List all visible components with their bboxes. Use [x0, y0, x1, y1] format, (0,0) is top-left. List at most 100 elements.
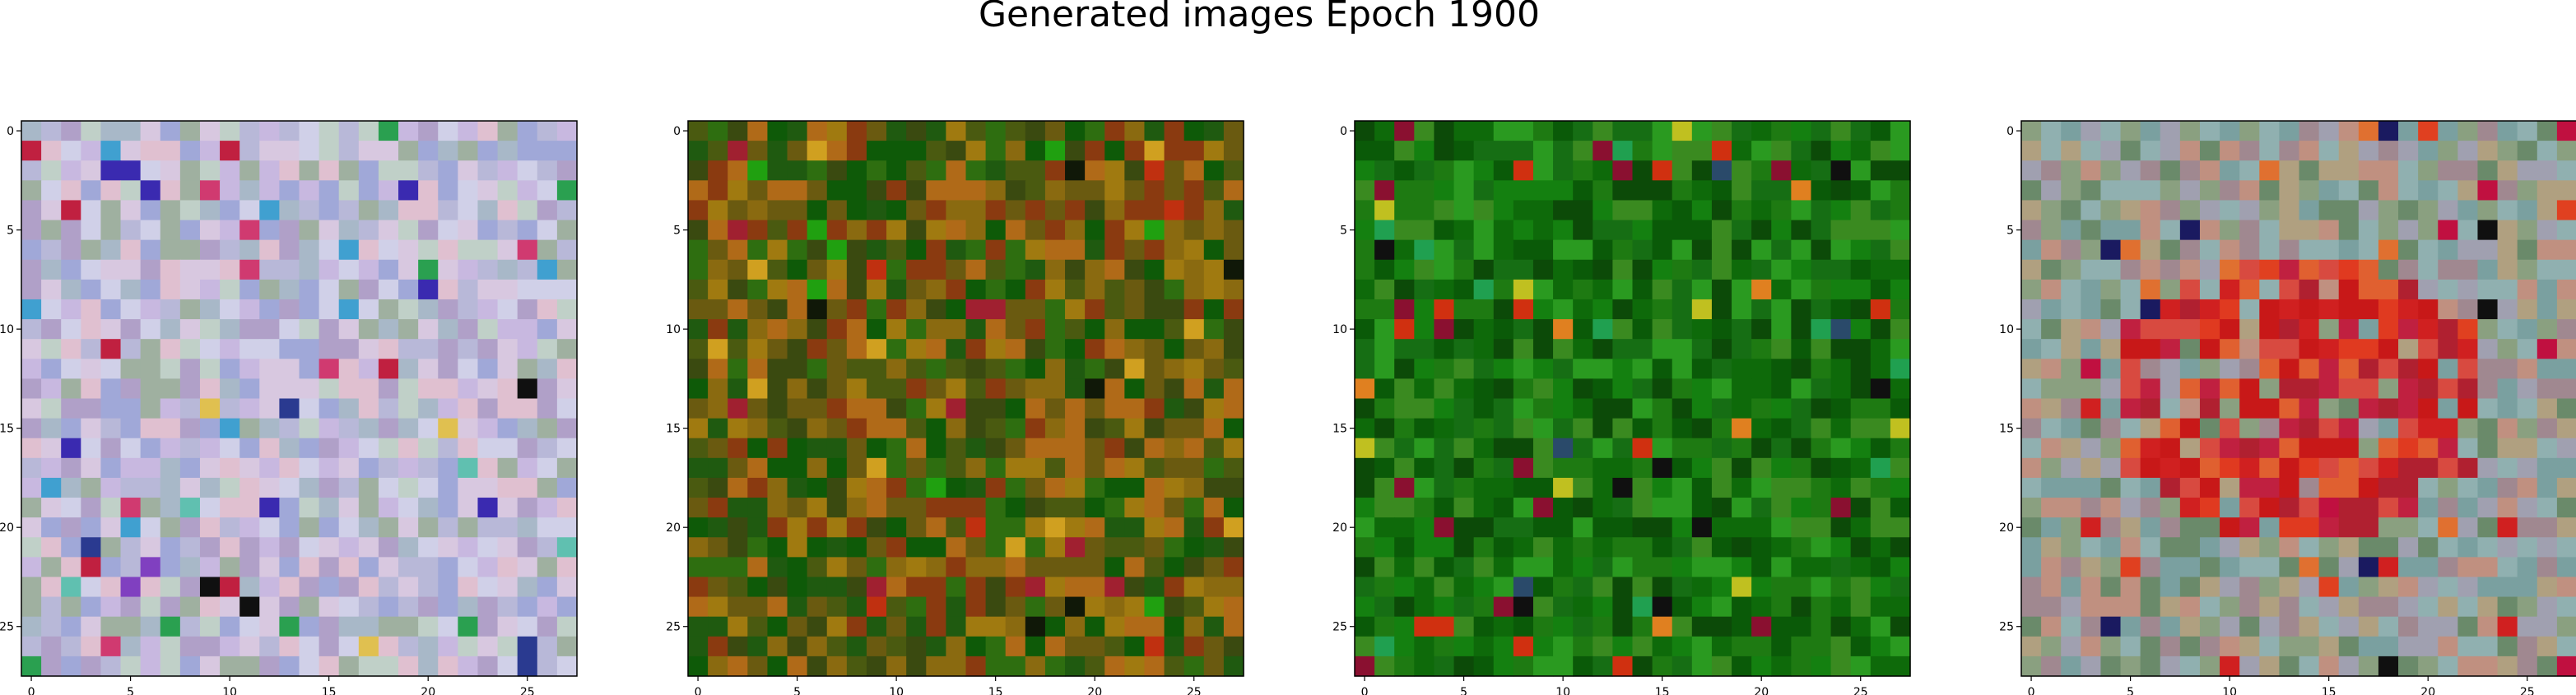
pixel-cell [458, 636, 479, 657]
pixel-cell [2120, 596, 2141, 618]
pixel-cell [537, 141, 558, 161]
pixel-cell [1355, 180, 1375, 202]
pixel-cell [886, 477, 907, 498]
pixel-cell [1223, 299, 1244, 320]
pixel-cell [2358, 299, 2379, 320]
pixel-cell [747, 398, 769, 419]
pixel-cell [556, 577, 578, 598]
pixel-cell [2061, 438, 2081, 459]
pixel-cell [517, 517, 538, 538]
pixel-cell [1473, 557, 1495, 578]
pixel-cell [1771, 477, 1792, 498]
pixel-cell [1144, 656, 1165, 677]
pixel-cell [2497, 180, 2518, 202]
axes-frame [1354, 120, 1911, 677]
pixel-cell [1553, 438, 1574, 459]
pixel-cell [2259, 616, 2280, 637]
pixel-cell [2239, 339, 2260, 359]
pixel-cell [2338, 636, 2360, 657]
pixel-cell [497, 239, 518, 261]
pixel-cell [556, 537, 578, 558]
pixel-cell [787, 596, 808, 618]
pixel-cell [220, 557, 240, 578]
pixel-cell [160, 141, 181, 161]
pixel-cell [220, 160, 240, 181]
pixel-cell [418, 160, 439, 181]
pixel-cell [517, 457, 538, 479]
pixel-cell [556, 141, 578, 161]
pixel-cell [21, 141, 42, 161]
pixel-cell [2199, 398, 2220, 419]
pixel-cell [886, 259, 907, 280]
pixel-cell [688, 239, 709, 261]
pixel-cell [1374, 121, 1395, 141]
pixel-cell [708, 160, 728, 181]
pixel-cell [21, 319, 42, 340]
pixel-cell [1434, 319, 1455, 340]
pixel-cell [1732, 319, 1752, 340]
pixel-cell [61, 537, 81, 558]
pixel-cell [1104, 537, 1125, 558]
pixel-cell [120, 259, 142, 280]
pixel-cell [1453, 121, 1475, 141]
pixel-cell [2081, 418, 2102, 439]
pixel-cell [787, 656, 808, 677]
pixel-cell [179, 457, 201, 479]
pixel-cell [926, 537, 946, 558]
pixel-cell [2299, 239, 2320, 261]
pixel-cell [1473, 141, 1495, 161]
pixel-cell [886, 121, 907, 141]
pixel-cell [1355, 616, 1375, 637]
pixel-cell [1453, 180, 1475, 202]
pixel-cell [220, 378, 240, 400]
pixel-cell [2517, 636, 2538, 657]
pixel-cell [378, 457, 399, 479]
pixel-cell [985, 418, 1007, 439]
pixel-cell [1711, 616, 1732, 637]
pixel-cell [1223, 498, 1244, 518]
pixel-cell [1573, 537, 1593, 558]
pixel-cell [1394, 279, 1415, 300]
pixel-cell [1870, 319, 1891, 340]
pixel-cell [1005, 200, 1026, 221]
pixel-cell [1005, 517, 1026, 538]
pixel-cell [1065, 319, 1086, 340]
pixel-cell [378, 259, 399, 280]
pixel-cell [179, 259, 201, 280]
pixel-cell [2160, 577, 2181, 598]
pixel-cell [1453, 477, 1475, 498]
pixel-cell [21, 398, 42, 419]
pixel-cell [279, 239, 300, 261]
pixel-cell [2179, 299, 2201, 320]
pixel-cell [2398, 319, 2419, 340]
pixel-cell [1830, 498, 1852, 518]
pixel-cell [2338, 200, 2360, 221]
pixel-cell [1850, 636, 1872, 657]
pixel-cell [1532, 477, 1554, 498]
pixel-cell [21, 498, 42, 518]
pixel-cell [2497, 498, 2518, 518]
pixel-cell [438, 577, 458, 598]
pixel-cell [728, 616, 748, 637]
pixel-cell [688, 180, 709, 202]
pixel-cell [1355, 220, 1375, 241]
pixel-cell [1890, 418, 1911, 439]
pixel-cell [2120, 160, 2141, 181]
pixel-cell [537, 557, 558, 578]
pixel-cell [2299, 299, 2320, 320]
pixel-cell [1593, 359, 1613, 379]
pixel-cell [2259, 398, 2280, 419]
pixel-cell [1890, 200, 1911, 221]
pixel-cell [61, 457, 81, 479]
pixel-cell [517, 239, 538, 261]
pixel-cell [1890, 517, 1911, 538]
pixel-cell [2299, 121, 2320, 141]
pixel-cell [767, 121, 788, 141]
pixel-cell [1124, 438, 1146, 459]
pixel-cell [1711, 299, 1732, 320]
pixel-cell [2477, 418, 2499, 439]
pixel-cell [1183, 339, 1205, 359]
pixel-cell [120, 418, 142, 439]
pixel-cell [1223, 279, 1244, 300]
pixel-cell [2497, 457, 2518, 479]
